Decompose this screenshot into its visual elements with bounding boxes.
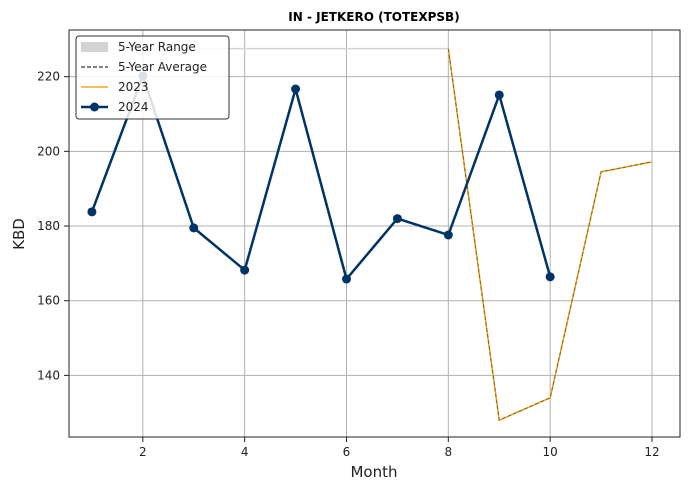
series-2024-point <box>494 90 504 100</box>
series-2024-point <box>545 272 555 282</box>
x-tick-label: 2 <box>139 445 147 459</box>
series-2024-point <box>189 223 199 233</box>
y-axis-label: KBD <box>10 218 28 250</box>
legend-label: 5-Year Range <box>118 40 196 54</box>
y-tick-label: 220 <box>37 70 60 84</box>
legend-label: 2023 <box>118 80 149 94</box>
legend-swatch-range <box>81 42 108 52</box>
series-2024-point <box>443 230 453 240</box>
series-2024-line <box>90 74 552 281</box>
plot-area-frame <box>68 29 681 438</box>
series-2024-point <box>341 274 351 284</box>
x-tick-label: 4 <box>241 445 249 459</box>
series-2024-point <box>240 265 250 275</box>
legend-swatch-2024-marker <box>90 102 99 112</box>
y-tick-label: 160 <box>37 294 60 308</box>
series-lines <box>90 48 653 421</box>
legend-box <box>75 35 230 120</box>
x-tick-label: 10 <box>543 445 558 459</box>
y-tick-label: 140 <box>37 368 60 382</box>
x-tick-label: 6 <box>343 445 351 459</box>
legend-label: 5-Year Average <box>118 60 207 74</box>
series-2024-point <box>87 207 97 217</box>
y-axis-ticks: 140 160 180 200 220 <box>37 70 69 382</box>
x-tick-label: 8 <box>445 445 453 459</box>
series-2024-point <box>392 214 402 224</box>
legend: 5-Year Range 5-Year Average 2023 2024 <box>75 35 230 120</box>
x-tick-label: 12 <box>644 445 659 459</box>
chart-title: IN - JETKERO (TOTEXPSB) <box>288 10 459 24</box>
five-year-average-line <box>447 48 653 421</box>
x-axis-ticks: 2 4 6 8 10 12 <box>139 437 660 459</box>
x-axis-label: Month <box>350 463 397 481</box>
y-tick-label: 200 <box>37 144 60 158</box>
series-2024-point <box>291 84 301 94</box>
legend-label: 2024 <box>118 100 149 114</box>
y-tick-label: 180 <box>37 219 60 233</box>
